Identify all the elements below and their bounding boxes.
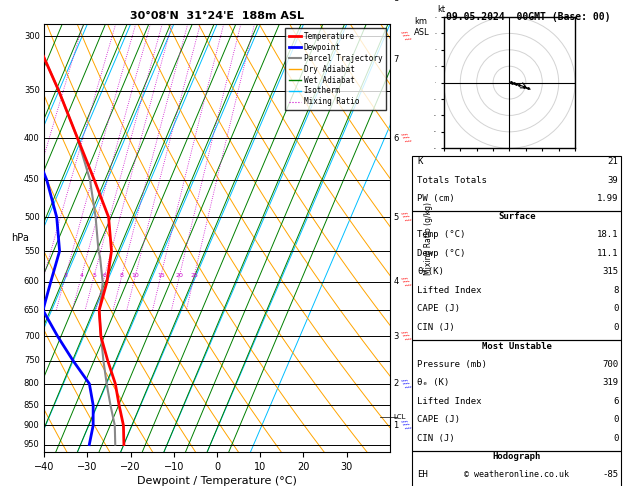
- Text: © weatheronline.co.uk: © weatheronline.co.uk: [464, 469, 569, 479]
- Text: 1.99: 1.99: [597, 194, 618, 204]
- Text: 7: 7: [394, 54, 399, 64]
- Text: ///: ///: [400, 275, 411, 289]
- Title: 30°08'N  31°24'E  188m ASL: 30°08'N 31°24'E 188m ASL: [130, 11, 304, 21]
- Text: 800: 800: [24, 379, 40, 388]
- Text: 6: 6: [103, 274, 107, 278]
- Text: 950: 950: [24, 440, 40, 449]
- Text: -85: -85: [602, 470, 618, 480]
- Text: Most Unstable: Most Unstable: [482, 342, 552, 351]
- Text: ///: ///: [400, 210, 411, 224]
- Text: 39: 39: [608, 176, 618, 185]
- Text: CIN (J): CIN (J): [417, 323, 455, 332]
- Text: 319: 319: [602, 378, 618, 387]
- Text: 700: 700: [24, 332, 40, 341]
- Text: 11.1: 11.1: [597, 249, 618, 258]
- Text: 500: 500: [24, 213, 40, 222]
- Text: K: K: [417, 157, 423, 167]
- Text: 10: 10: [131, 274, 139, 278]
- Text: 550: 550: [24, 246, 40, 256]
- Text: Totals Totals: Totals Totals: [417, 176, 487, 185]
- Text: Lifted Index: Lifted Index: [417, 286, 482, 295]
- Text: Hodograph: Hodograph: [493, 452, 541, 462]
- Text: 3: 3: [394, 332, 399, 341]
- Text: 850: 850: [24, 400, 40, 410]
- Text: km
ASL: km ASL: [414, 17, 430, 36]
- Text: 20: 20: [175, 274, 184, 278]
- Text: LCL: LCL: [394, 414, 406, 420]
- Text: 8: 8: [120, 274, 124, 278]
- Text: 300: 300: [24, 32, 40, 41]
- Text: Lifted Index: Lifted Index: [417, 397, 482, 406]
- Text: 700: 700: [602, 360, 618, 369]
- Text: 0: 0: [613, 434, 618, 443]
- Text: 900: 900: [24, 421, 40, 430]
- Text: CAPE (J): CAPE (J): [417, 415, 460, 424]
- Text: 600: 600: [24, 278, 40, 286]
- Text: 4: 4: [79, 274, 84, 278]
- Text: 25: 25: [191, 274, 198, 278]
- Text: 21: 21: [608, 157, 618, 167]
- Text: θₑ(K): θₑ(K): [417, 267, 444, 277]
- Text: 0: 0: [613, 415, 618, 424]
- Text: PW (cm): PW (cm): [417, 194, 455, 204]
- Text: 4: 4: [394, 278, 399, 286]
- Legend: Temperature, Dewpoint, Parcel Trajectory, Dry Adiabat, Wet Adiabat, Isotherm, Mi: Temperature, Dewpoint, Parcel Trajectory…: [286, 28, 386, 110]
- Text: 8: 8: [394, 0, 399, 3]
- Text: 2: 2: [394, 379, 399, 388]
- Text: 450: 450: [24, 175, 40, 184]
- Text: Temp (°C): Temp (°C): [417, 230, 465, 240]
- Text: CAPE (J): CAPE (J): [417, 304, 460, 313]
- Text: 350: 350: [24, 87, 40, 95]
- Text: 8: 8: [613, 286, 618, 295]
- Text: 15: 15: [157, 274, 165, 278]
- Text: 315: 315: [602, 267, 618, 277]
- Text: ///: ///: [400, 131, 411, 145]
- Text: kt: kt: [437, 5, 445, 14]
- Text: ///: ///: [400, 29, 411, 43]
- Text: hPa: hPa: [11, 233, 29, 243]
- Text: 5: 5: [92, 274, 96, 278]
- Text: 3: 3: [64, 274, 67, 278]
- Text: Mixing Ratio (g/kg): Mixing Ratio (g/kg): [425, 202, 433, 275]
- Text: EH: EH: [417, 470, 428, 480]
- X-axis label: Dewpoint / Temperature (°C): Dewpoint / Temperature (°C): [137, 476, 297, 486]
- Text: 1: 1: [394, 421, 399, 430]
- Text: Surface: Surface: [498, 212, 535, 222]
- Text: Dewp (°C): Dewp (°C): [417, 249, 465, 258]
- Text: CIN (J): CIN (J): [417, 434, 455, 443]
- Text: 09.05.2024  00GMT (Base: 00): 09.05.2024 00GMT (Base: 00): [446, 12, 611, 22]
- Text: 0: 0: [613, 304, 618, 313]
- Text: ///: ///: [400, 418, 411, 433]
- Text: 650: 650: [24, 306, 40, 314]
- Text: 6: 6: [394, 134, 399, 143]
- Text: Pressure (mb): Pressure (mb): [417, 360, 487, 369]
- Text: ///: ///: [400, 377, 411, 391]
- Text: θₑ (K): θₑ (K): [417, 378, 449, 387]
- Text: 750: 750: [24, 356, 40, 365]
- Text: ///: ///: [400, 330, 411, 344]
- Text: 18.1: 18.1: [597, 230, 618, 240]
- Text: 6: 6: [613, 397, 618, 406]
- Text: 0: 0: [613, 323, 618, 332]
- Text: 5: 5: [394, 213, 399, 222]
- Text: 400: 400: [24, 134, 40, 143]
